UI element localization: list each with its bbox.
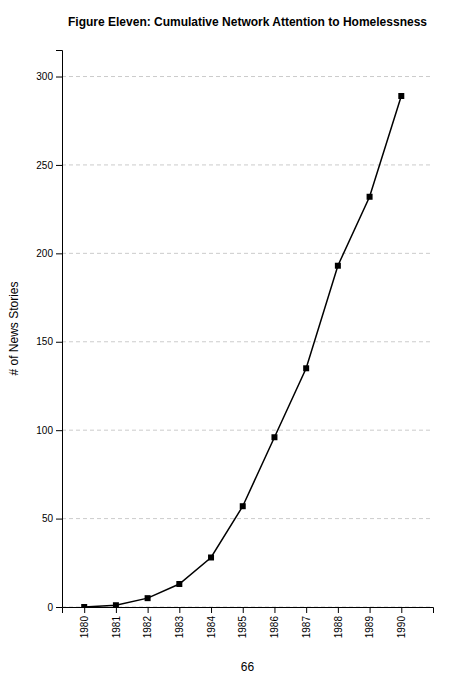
grid-line xyxy=(62,430,433,431)
x-tick-label: 1982 xyxy=(142,616,153,639)
y-tick-mark xyxy=(56,519,62,520)
x-tick-label: 1984 xyxy=(206,616,217,639)
x-tick: 1982 xyxy=(142,607,153,638)
grid xyxy=(62,77,433,607)
x-tick: 1988 xyxy=(333,607,344,638)
y-tick: 300 xyxy=(36,71,62,82)
x-tick-mark xyxy=(338,607,339,613)
line xyxy=(84,96,401,607)
grid-line xyxy=(62,253,433,254)
grid-line xyxy=(62,76,433,77)
title: Figure Eleven: Cumulative Network Attent… xyxy=(68,15,427,29)
x-tick-mark xyxy=(116,607,117,613)
y-tick-mark xyxy=(56,165,62,166)
y-tick-label: 0 xyxy=(47,602,53,613)
grid-line xyxy=(62,164,433,165)
y-tick-mark xyxy=(56,77,62,78)
x-tick-mark xyxy=(84,607,85,613)
y-tick-label: 100 xyxy=(36,425,53,436)
x-tick: 1989 xyxy=(364,607,375,638)
point xyxy=(367,194,373,200)
x-tick-mark xyxy=(179,607,180,613)
y-tick: 0 xyxy=(47,602,62,613)
plot: 1980 1981 1982 1983 1984 1985 1986 1987 1988 1989… xyxy=(36,51,433,639)
y-tick: 100 xyxy=(36,425,62,436)
chart: 1980 1981 1982 1983 1984 1985 1986 1987 1988 1989… xyxy=(0,0,453,685)
x-tick-label: 1980 xyxy=(79,616,90,639)
x-tick: 1983 xyxy=(174,607,185,638)
x-tick: 1985 xyxy=(237,607,248,638)
y-tick: 250 xyxy=(36,160,62,171)
y-tick-mark xyxy=(56,342,62,343)
point xyxy=(81,604,87,607)
point xyxy=(335,263,341,269)
x-tick: 1981 xyxy=(111,607,122,638)
x-tick-mark xyxy=(148,607,149,613)
point xyxy=(303,365,309,371)
x-tick-mark xyxy=(370,607,371,613)
point xyxy=(240,503,246,509)
point xyxy=(208,554,214,560)
x-tick-label: 1987 xyxy=(301,616,312,639)
y-tick-mark xyxy=(56,253,62,254)
y-tick-label: 300 xyxy=(36,71,53,82)
marks xyxy=(81,93,404,607)
x-tick-mark xyxy=(306,607,307,613)
point xyxy=(176,581,182,587)
x-tick-mark xyxy=(243,607,244,613)
x-tick-label: 1981 xyxy=(111,616,122,639)
x-tick-label: 1990 xyxy=(396,616,407,639)
x-tick-label: 1989 xyxy=(364,616,375,639)
y-tick: 50 xyxy=(42,513,62,524)
point xyxy=(113,602,119,607)
x-tick-label: 1983 xyxy=(174,616,185,639)
x-tick: 1980 xyxy=(79,607,90,638)
x-tick-mark xyxy=(274,607,275,613)
grid-line xyxy=(62,518,433,519)
x-tick: 1987 xyxy=(301,607,312,638)
y-tick-label: 150 xyxy=(36,336,53,347)
y-tick-mark xyxy=(56,607,62,608)
y-axis-line xyxy=(56,51,63,608)
y-tick: 200 xyxy=(36,248,62,259)
x-tick-label: 1985 xyxy=(237,616,248,639)
grid-line xyxy=(62,341,433,342)
y-tick-label: 200 xyxy=(36,248,53,259)
y-axis: 0 50 100 150 200 250 300 xyxy=(36,51,62,613)
x-tick: 1984 xyxy=(206,607,217,638)
x-tick: 1986 xyxy=(269,607,280,638)
point xyxy=(145,595,151,601)
point xyxy=(271,434,277,440)
x-tick: 1990 xyxy=(396,607,407,638)
x-tick-mark xyxy=(401,607,402,613)
y-tick-mark xyxy=(56,430,62,431)
x-tick-label: 1986 xyxy=(269,616,280,639)
x-axis-line xyxy=(63,608,434,614)
y-axis-title: # of News Stories xyxy=(7,281,21,375)
y-tick-label: 250 xyxy=(36,160,53,171)
x-tick-mark xyxy=(211,607,212,613)
x-axis: 1980 1981 1982 1983 1984 1985 1986 1987 1988 1989… xyxy=(63,607,434,638)
y-tick: 150 xyxy=(36,336,62,347)
y-tick-label: 50 xyxy=(42,513,54,524)
x-tick-label: 1988 xyxy=(333,616,344,639)
x-axis-title: 66 xyxy=(241,660,255,674)
point xyxy=(398,93,404,99)
